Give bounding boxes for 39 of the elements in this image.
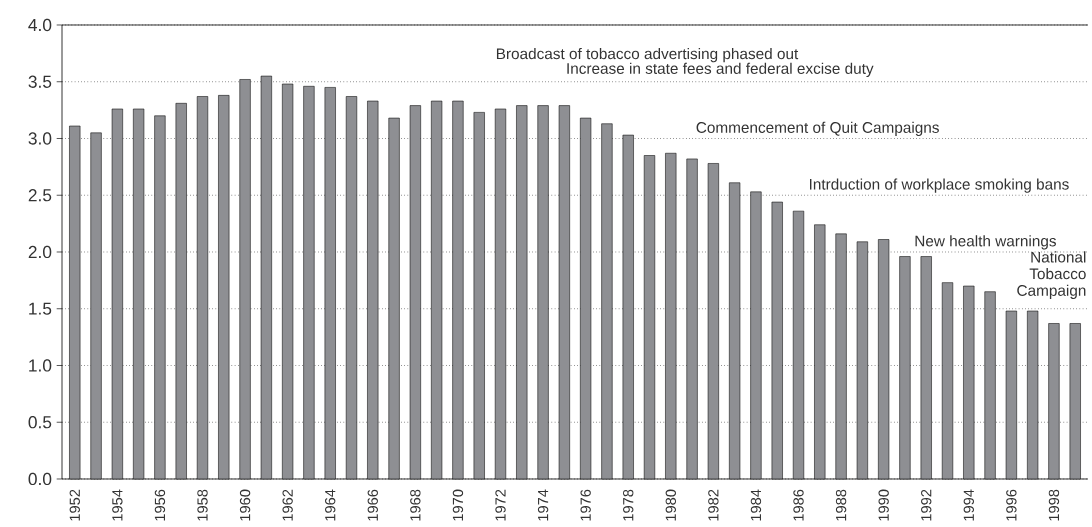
annotation: Commencement of Quit Campaigns: [696, 121, 939, 136]
y-tick-label: 4.0: [28, 18, 52, 32]
annotation: Intrduction of workplace smoking bans: [809, 178, 1069, 193]
y-tick-label: 0.5: [28, 416, 52, 429]
y-tick-label: 1.5: [29, 302, 52, 315]
y-tick-label: 0.0: [28, 472, 52, 486]
x-tick-label: 1998: [1048, 489, 1060, 521]
y-tick-label: 2.0: [28, 245, 52, 259]
x-tick-label: 1990: [878, 489, 889, 521]
x-tick-label: 1974: [537, 489, 549, 521]
x-tick-label: 1996: [1006, 489, 1017, 521]
x-tick-label: 1994: [963, 489, 974, 521]
x-tick-label: 1986: [793, 489, 804, 521]
x-tick-label: 1960: [239, 489, 251, 521]
x-tick-label: 1982: [708, 489, 719, 521]
x-tick-label: 1958: [197, 489, 208, 521]
y-tick-label: 1.0: [29, 359, 52, 372]
x-tick-label: 1976: [580, 489, 591, 521]
x-tick-label: 1980: [665, 489, 676, 521]
x-tick-label: 1984: [750, 489, 762, 521]
x-tick-label: 1954: [112, 489, 123, 521]
x-tick-label: 1988: [835, 489, 847, 521]
x-tick-label: 1992: [921, 489, 932, 521]
y-tick-label: 2.5: [28, 189, 52, 202]
annotation: New health warnings: [915, 235, 1056, 250]
x-tick-label: 1966: [367, 489, 378, 521]
annotation: Increase in state fees and federal excise duty: [567, 62, 874, 77]
x-tick-label: 1968: [410, 489, 421, 521]
y-tick-label: 3.0: [28, 132, 52, 145]
y-tick-label: 3.5: [28, 75, 52, 88]
x-tick-label: 1972: [495, 489, 506, 521]
annotation: National Tobacco Campaign: [1017, 251, 1086, 299]
x-tick-label: 1970: [452, 489, 464, 521]
x-tick-label: 1964: [325, 489, 336, 521]
x-tick-label: 1978: [623, 489, 634, 521]
annotation: Broadcast of tobacco advertising phased out: [496, 47, 799, 63]
x-tick-label: 1952: [69, 489, 80, 521]
x-tick-label: 1962: [282, 489, 293, 521]
x-tick-label: 1956: [154, 489, 166, 521]
